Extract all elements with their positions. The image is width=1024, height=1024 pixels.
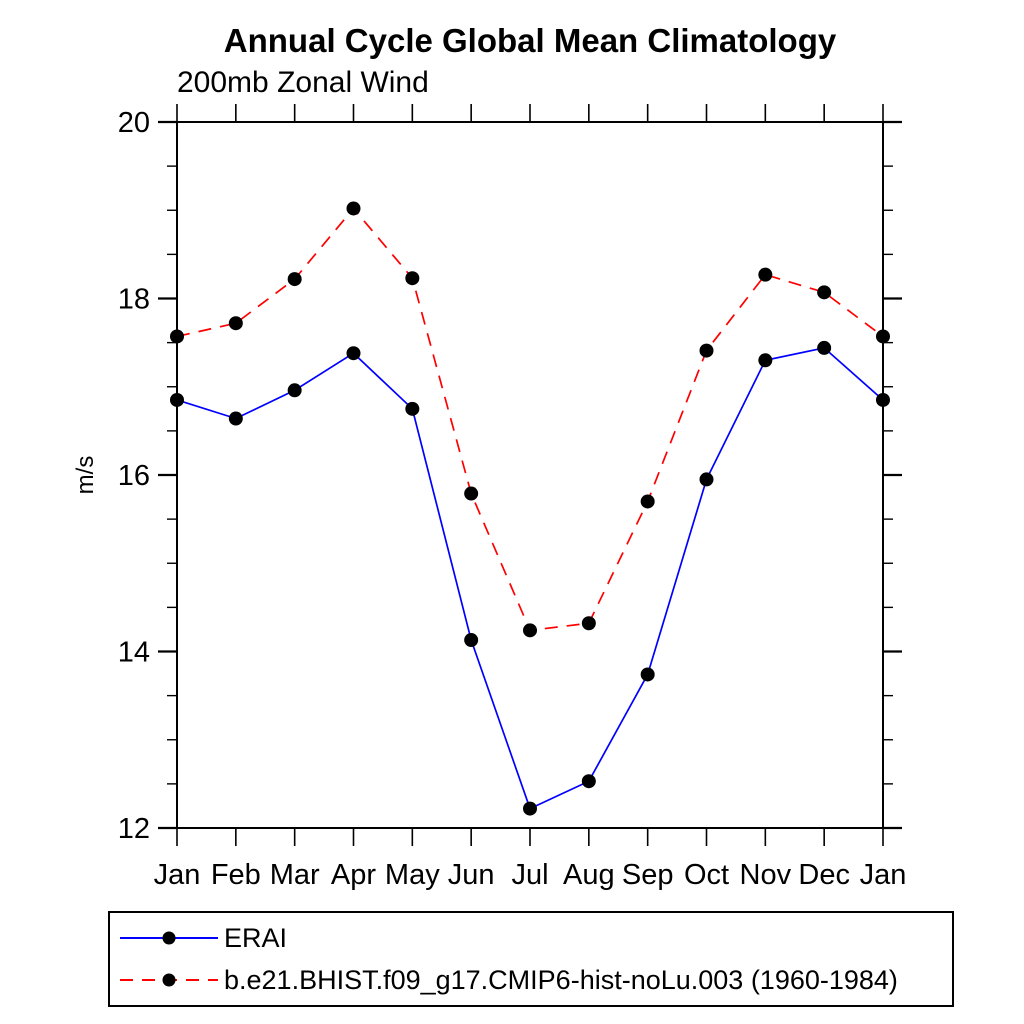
svg-text:Jul: Jul xyxy=(511,859,548,891)
legend-item-model: b.e21.BHIST.f09_g17.CMIP6-hist-noLu.003 … xyxy=(120,965,898,995)
svg-text:Sep: Sep xyxy=(622,859,674,891)
chart-title: Annual Cycle Global Mean Climatology xyxy=(223,22,837,59)
data-markers xyxy=(170,201,890,816)
legend-label-model: b.e21.BHIST.f09_g17.CMIP6-hist-noLu.003 … xyxy=(224,965,898,995)
svg-text:Dec: Dec xyxy=(798,859,850,891)
svg-text:12: 12 xyxy=(118,813,150,845)
svg-text:14: 14 xyxy=(118,637,150,669)
chart-subtitle: 200mb Zonal Wind xyxy=(177,66,429,99)
svg-text:May: May xyxy=(385,859,440,891)
svg-text:Aug: Aug xyxy=(563,859,615,891)
legend-line-solid-icon xyxy=(120,931,218,945)
svg-text:Feb: Feb xyxy=(211,859,261,891)
svg-text:16: 16 xyxy=(118,460,150,492)
legend-label-erai: ERAI xyxy=(224,923,288,953)
axis-ticks xyxy=(158,104,902,846)
axis-tick-labels: Jan Feb Mar Apr May Jun Jul Aug Sep Oct Nov Dec Jan1… xyxy=(118,107,907,891)
axes-frame xyxy=(176,121,884,829)
svg-text:Jun: Jun xyxy=(448,859,495,891)
legend: ERAI b.e21.BHIST.f09_g17.CMIP6-hist-noLu… xyxy=(108,911,954,1007)
svg-text:Apr: Apr xyxy=(331,859,376,891)
svg-text:18: 18 xyxy=(118,284,150,316)
svg-text:20: 20 xyxy=(118,107,150,139)
svg-text:Nov: Nov xyxy=(740,859,792,891)
svg-text:Jan: Jan xyxy=(860,859,907,891)
svg-text:Oct: Oct xyxy=(684,859,729,891)
svg-text:Jan: Jan xyxy=(154,859,201,891)
svg-text:Mar: Mar xyxy=(270,859,320,891)
legend-item-erai: ERAI xyxy=(120,923,288,953)
legend-line-dashed-icon xyxy=(120,973,218,987)
data-series xyxy=(176,207,884,810)
